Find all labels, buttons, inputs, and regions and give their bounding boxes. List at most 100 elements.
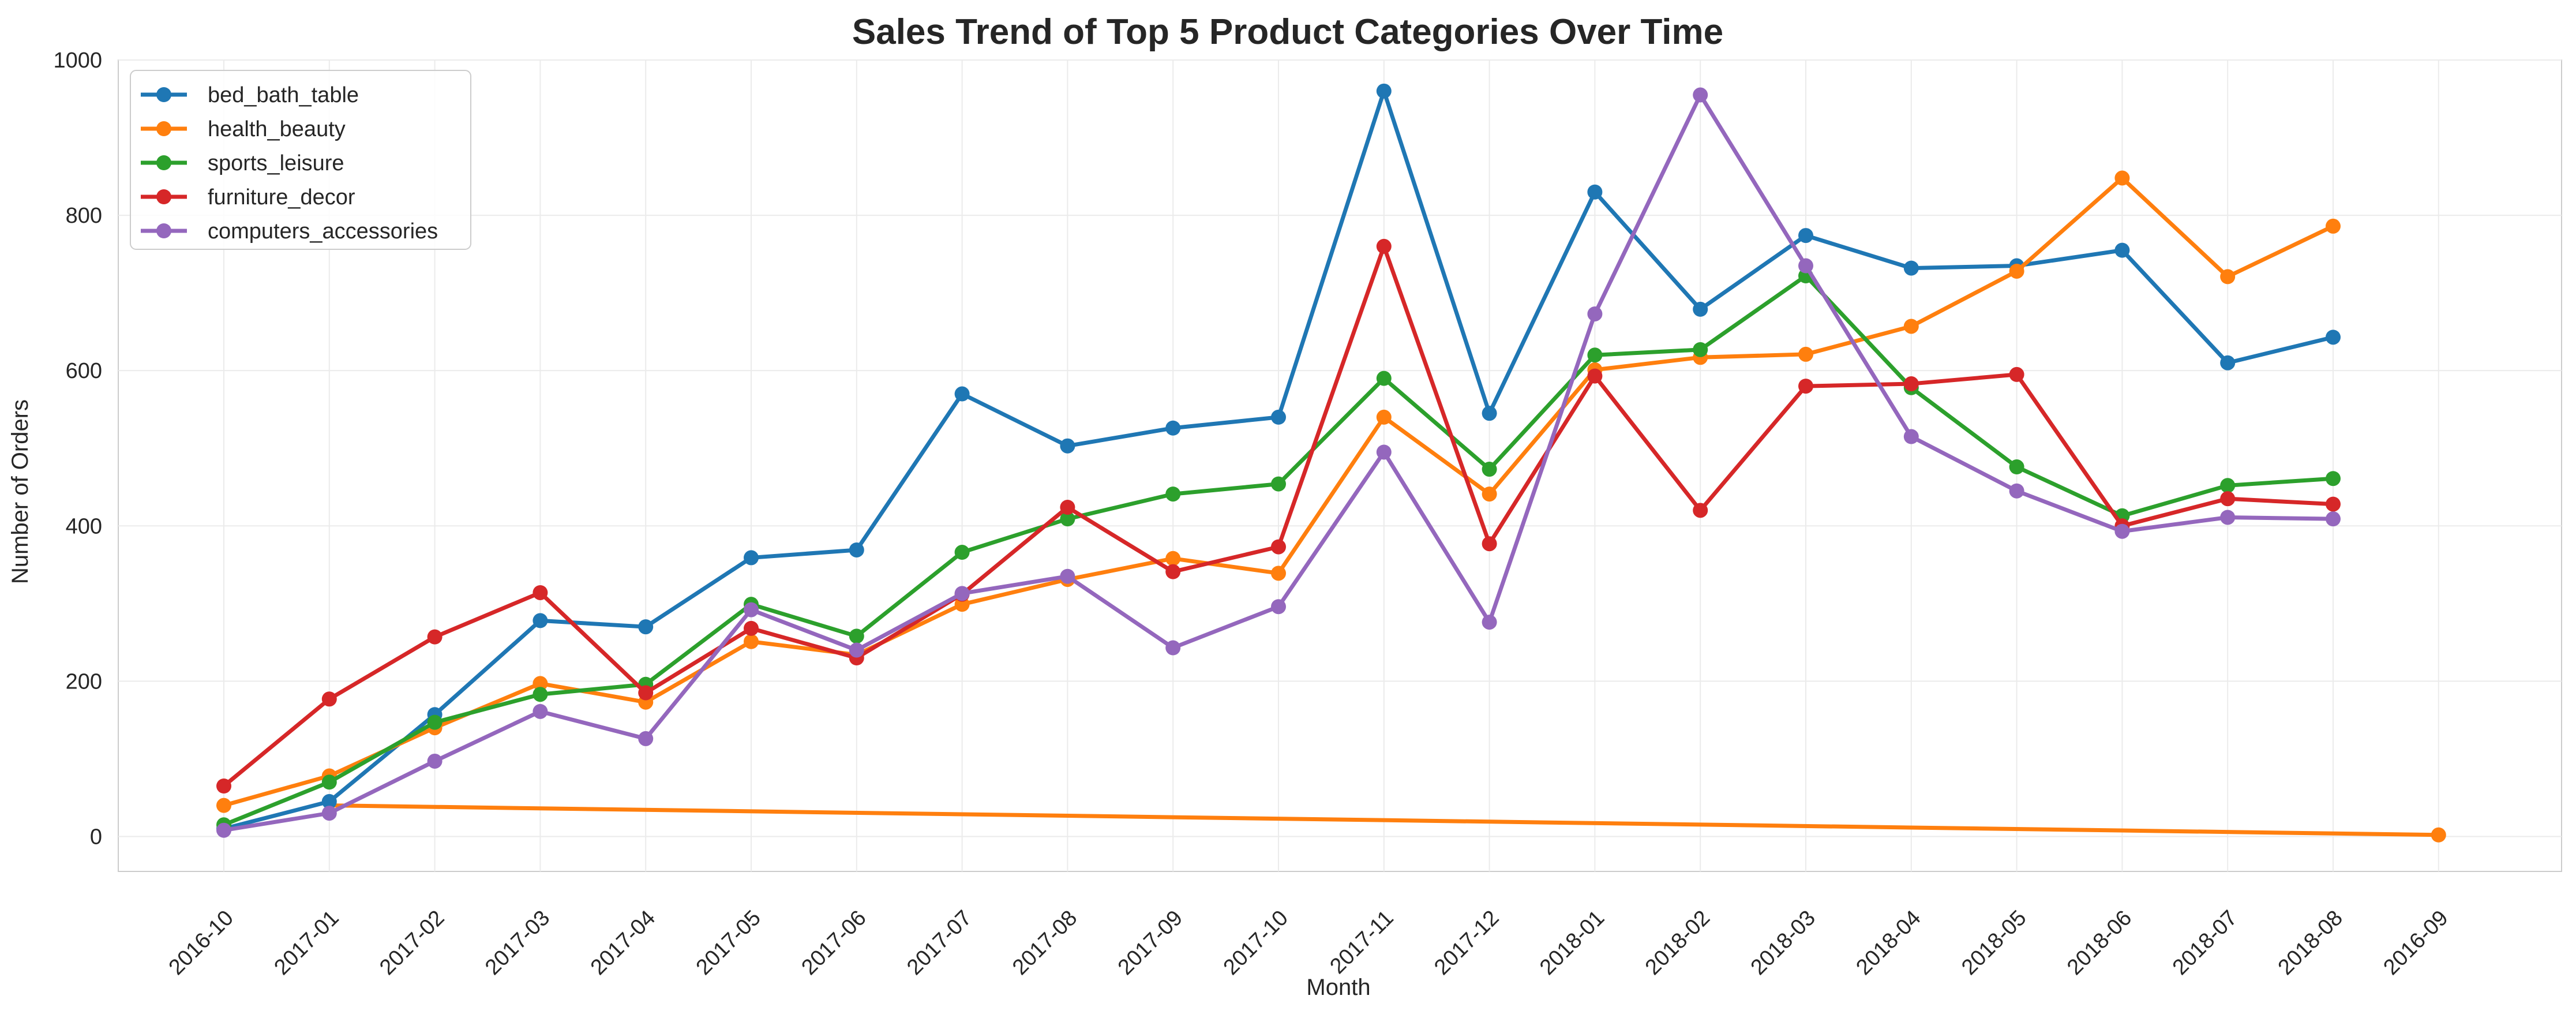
legend: bed_bath_table health_beauty sports_leisur…: [130, 70, 471, 250]
data-point-computers_accessories: [1587, 306, 1603, 321]
data-point-computers_accessories: [533, 703, 548, 719]
data-point-health_beauty: [1903, 319, 1919, 334]
data-point-furniture_decor: [1482, 536, 1497, 552]
data-point-bed_bath_table: [321, 794, 337, 809]
data-point-computers_accessories: [216, 822, 231, 838]
data-point-computers_accessories: [1482, 615, 1497, 630]
y-tick-label: 0: [90, 825, 102, 849]
data-point-bed_bath_table: [849, 542, 864, 557]
data-point-bed_bath_table: [1693, 301, 1708, 317]
y-axis-label: Number of Orders: [8, 399, 33, 584]
series-segment-health_beauty: [327, 803, 2441, 837]
data-point-health_beauty: [1376, 409, 1392, 425]
y-tick-label: 1000: [53, 48, 102, 73]
legend-marker: [156, 121, 171, 136]
data-point-health_beauty: [1482, 486, 1497, 502]
data-point-health_beauty: [2114, 170, 2130, 186]
data-point-furniture_decor: [216, 779, 231, 794]
data-point-furniture_decor: [1165, 564, 1181, 579]
data-point-health_beauty: [533, 676, 548, 691]
data-point-sports_leisure: [427, 714, 443, 730]
legend-label: sports_leisure: [208, 151, 344, 175]
data-point-sports_leisure: [2009, 459, 2024, 475]
data-point-sports_leisure: [1060, 511, 1075, 527]
data-point-bed_bath_table: [1060, 438, 1075, 454]
data-point-computers_accessories: [1165, 640, 1181, 656]
data-point-furniture_decor: [744, 620, 759, 636]
y-tick-label: 600: [66, 359, 102, 383]
data-point-bed_bath_table: [1903, 260, 1919, 276]
legend-label: bed_bath_table: [208, 83, 359, 107]
data-point-furniture_decor: [533, 585, 548, 600]
data-point-sports_leisure: [321, 774, 337, 790]
data-point-health_beauty: [1798, 346, 1813, 362]
data-point-sports_leisure: [1271, 476, 1286, 492]
data-point-health_beauty: [744, 634, 759, 649]
data-point-sports_leisure: [1482, 462, 1497, 477]
data-point-furniture_decor: [2009, 366, 2024, 382]
data-point-sports_leisure: [954, 545, 970, 560]
series-bed_bath_table: [216, 83, 2341, 836]
data-point-bed_bath_table: [2114, 242, 2130, 258]
data-point-computers_accessories: [321, 806, 337, 821]
series-lines: [216, 83, 2446, 843]
data-point-bed_bath_table: [1482, 406, 1497, 421]
data-point-computers_accessories: [2220, 510, 2236, 525]
data-point-furniture_decor: [1271, 539, 1286, 555]
chart-title: Sales Trend of Top 5 Product Categories …: [852, 12, 1723, 52]
data-point-health_beauty: [216, 798, 231, 813]
series-computers_accessories: [216, 87, 2341, 838]
data-point-computers_accessories: [2009, 483, 2024, 499]
data-point-computers_accessories: [1903, 429, 1919, 444]
data-point-furniture_decor: [1798, 379, 1813, 394]
data-point-furniture_decor: [1587, 368, 1603, 384]
data-point-bed_bath_table: [1165, 420, 1181, 436]
legend-box: [130, 70, 471, 250]
legend-item: health_beauty: [141, 117, 346, 141]
y-tick-label: 800: [66, 204, 102, 228]
data-point-furniture_decor: [638, 685, 654, 701]
data-point-bed_bath_table: [1271, 409, 1286, 425]
data-point-furniture_decor: [321, 691, 337, 707]
data-point-furniture_decor: [1060, 499, 1075, 515]
data-point-health_beauty: [1165, 551, 1181, 566]
y-axis-ticks: 0 200 400 600 800 1000: [53, 48, 102, 849]
data-point-furniture_decor: [1376, 238, 1392, 254]
legend-item: bed_bath_table: [141, 83, 359, 107]
data-point-computers_accessories: [2114, 523, 2130, 539]
data-point-health_beauty: [1271, 566, 1286, 581]
data-point-computers_accessories: [849, 642, 864, 658]
data-point-health_beauty: [2326, 218, 2341, 234]
data-point-health_beauty: [2009, 263, 2024, 279]
data-point-computers_accessories: [2326, 511, 2341, 527]
data-point-sports_leisure: [2220, 478, 2236, 493]
data-point-furniture_decor: [427, 629, 443, 645]
data-point-furniture_decor: [1693, 503, 1708, 518]
data-point-computers_accessories: [954, 586, 970, 601]
legend-item: computers_accessories: [141, 219, 438, 244]
legend-item: sports_leisure: [141, 151, 344, 175]
data-point-bed_bath_table: [638, 619, 654, 635]
data-point-bed_bath_table: [1587, 184, 1603, 200]
data-point-health_beauty: [2220, 269, 2236, 285]
data-point-computers_accessories: [1376, 444, 1392, 460]
data-point-sports_leisure: [1693, 342, 1708, 357]
data-point-bed_bath_table: [1376, 83, 1392, 99]
data-point-computers_accessories: [638, 731, 654, 746]
data-point-computers_accessories: [1060, 568, 1075, 584]
data-point-sports_leisure: [2326, 471, 2341, 486]
data-point-sports_leisure: [1376, 370, 1392, 386]
data-point-bed_bath_table: [533, 613, 548, 628]
data-point-bed_bath_table: [1798, 228, 1813, 244]
data-point-furniture_decor: [2220, 491, 2236, 507]
data-point-computers_accessories: [744, 602, 759, 617]
legend-marker: [156, 87, 171, 102]
legend-marker: [156, 223, 171, 238]
data-point-bed_bath_table: [2220, 355, 2236, 370]
data-point-sports_leisure: [849, 628, 864, 644]
data-point-bed_bath_table: [2326, 330, 2341, 345]
data-point-computers_accessories: [1693, 87, 1708, 103]
legend-marker: [156, 155, 171, 170]
data-point-sports_leisure: [533, 687, 548, 702]
